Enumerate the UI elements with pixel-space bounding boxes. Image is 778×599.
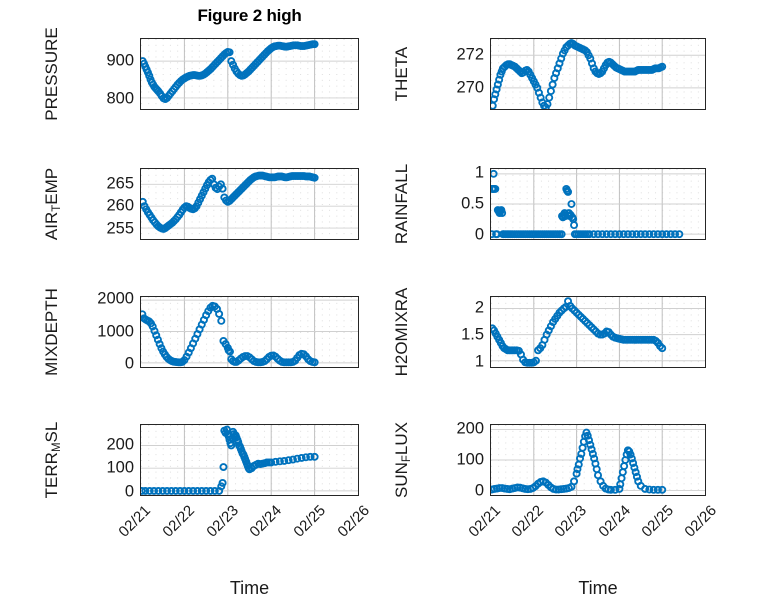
- plot-panel-pressure: [140, 38, 359, 110]
- y-tick-label: 0.5: [461, 194, 484, 213]
- y-tick-label: 255: [106, 219, 134, 238]
- plot-panel-air_temp: [140, 168, 359, 240]
- y-tick-label: 260: [106, 196, 134, 215]
- data-markers-terr_msl: [141, 425, 358, 495]
- plot-panel-theta: [490, 38, 706, 110]
- axes-terr_msl: [140, 424, 359, 496]
- axes-pressure: [140, 38, 359, 110]
- y-axis-label-theta: THETA: [392, 46, 411, 102]
- data-markers-pressure: [141, 39, 358, 109]
- figure-title: Figure 2 high: [197, 6, 302, 25]
- y-tick-label: 265: [106, 174, 134, 193]
- axes-theta: [490, 38, 706, 110]
- y-axis-label-rainfall: RAINFALL: [392, 163, 411, 245]
- plot-panel-sun_flux: [490, 424, 706, 496]
- y-axis-label-text: TERRMSL: [42, 421, 63, 499]
- axes-sun_flux: [490, 424, 706, 496]
- y-tick-label: 800: [106, 89, 134, 108]
- y-axis-label-pressure: PRESSURE: [42, 27, 61, 121]
- figure-canvas: Figure 2 high 800 900 PRESSURE 270 272 THETA 2…: [42, 6, 720, 598]
- data-markers-h2o_mixra: [491, 297, 705, 367]
- y-tick-label: 0: [124, 482, 134, 501]
- data-markers-theta: [491, 39, 705, 109]
- y-tick-label: 200: [106, 435, 134, 454]
- plot-panel-h2o_mixra: [490, 296, 706, 368]
- data-markers-air_temp: [141, 169, 358, 239]
- axes-h2o_mixra: [490, 296, 706, 368]
- data-markers-mixdepth: [141, 297, 358, 367]
- data-markers-rainfall: [491, 169, 705, 239]
- axes-air_temp: [140, 168, 359, 240]
- plot-panel-rainfall: [490, 168, 706, 240]
- y-axis-label-mixdepth: MIXDEPTH: [42, 288, 61, 376]
- y-axis-label-h2o_mixra: H2OMIXRA: [392, 287, 411, 377]
- y-axis-label-air_temp: AIRTEMP: [42, 167, 63, 241]
- y-tick-label: 0: [124, 354, 134, 373]
- y-tick-label: 2: [474, 298, 484, 317]
- y-tick-label: 100: [106, 458, 134, 477]
- plot-panel-mixdepth: [140, 296, 359, 368]
- y-tick-label: 1000: [97, 322, 134, 341]
- x-axis-label-terr_msl: Time: [229, 578, 270, 598]
- y-tick-label: 0: [474, 225, 484, 244]
- y-tick-label: 100: [456, 450, 484, 469]
- y-tick-label: 1: [474, 352, 484, 371]
- y-axis-label-sun_flux: SUNFLUX: [392, 421, 413, 499]
- x-axis-label-sun_flux: Time: [578, 578, 618, 598]
- plot-panel-terr_msl: [140, 424, 359, 496]
- axes-rainfall: [490, 168, 706, 240]
- y-tick-label: 900: [106, 51, 134, 70]
- y-tick-label: 2000: [97, 289, 134, 308]
- data-markers-sun_flux: [491, 425, 705, 495]
- y-axis-label-text: SUNFLUX: [392, 421, 413, 499]
- y-tick-label: 270: [456, 78, 484, 97]
- y-axis-label-text: AIRTEMP: [42, 167, 63, 241]
- y-tick-label: 200: [456, 419, 484, 438]
- y-tick-label: 1: [474, 163, 484, 182]
- y-tick-label: 272: [456, 45, 484, 64]
- y-tick-label: 1.5: [461, 325, 484, 344]
- y-axis-label-terr_msl: TERRMSL: [42, 421, 63, 499]
- axes-mixdepth: [140, 296, 359, 368]
- y-tick-label: 0: [474, 481, 484, 500]
